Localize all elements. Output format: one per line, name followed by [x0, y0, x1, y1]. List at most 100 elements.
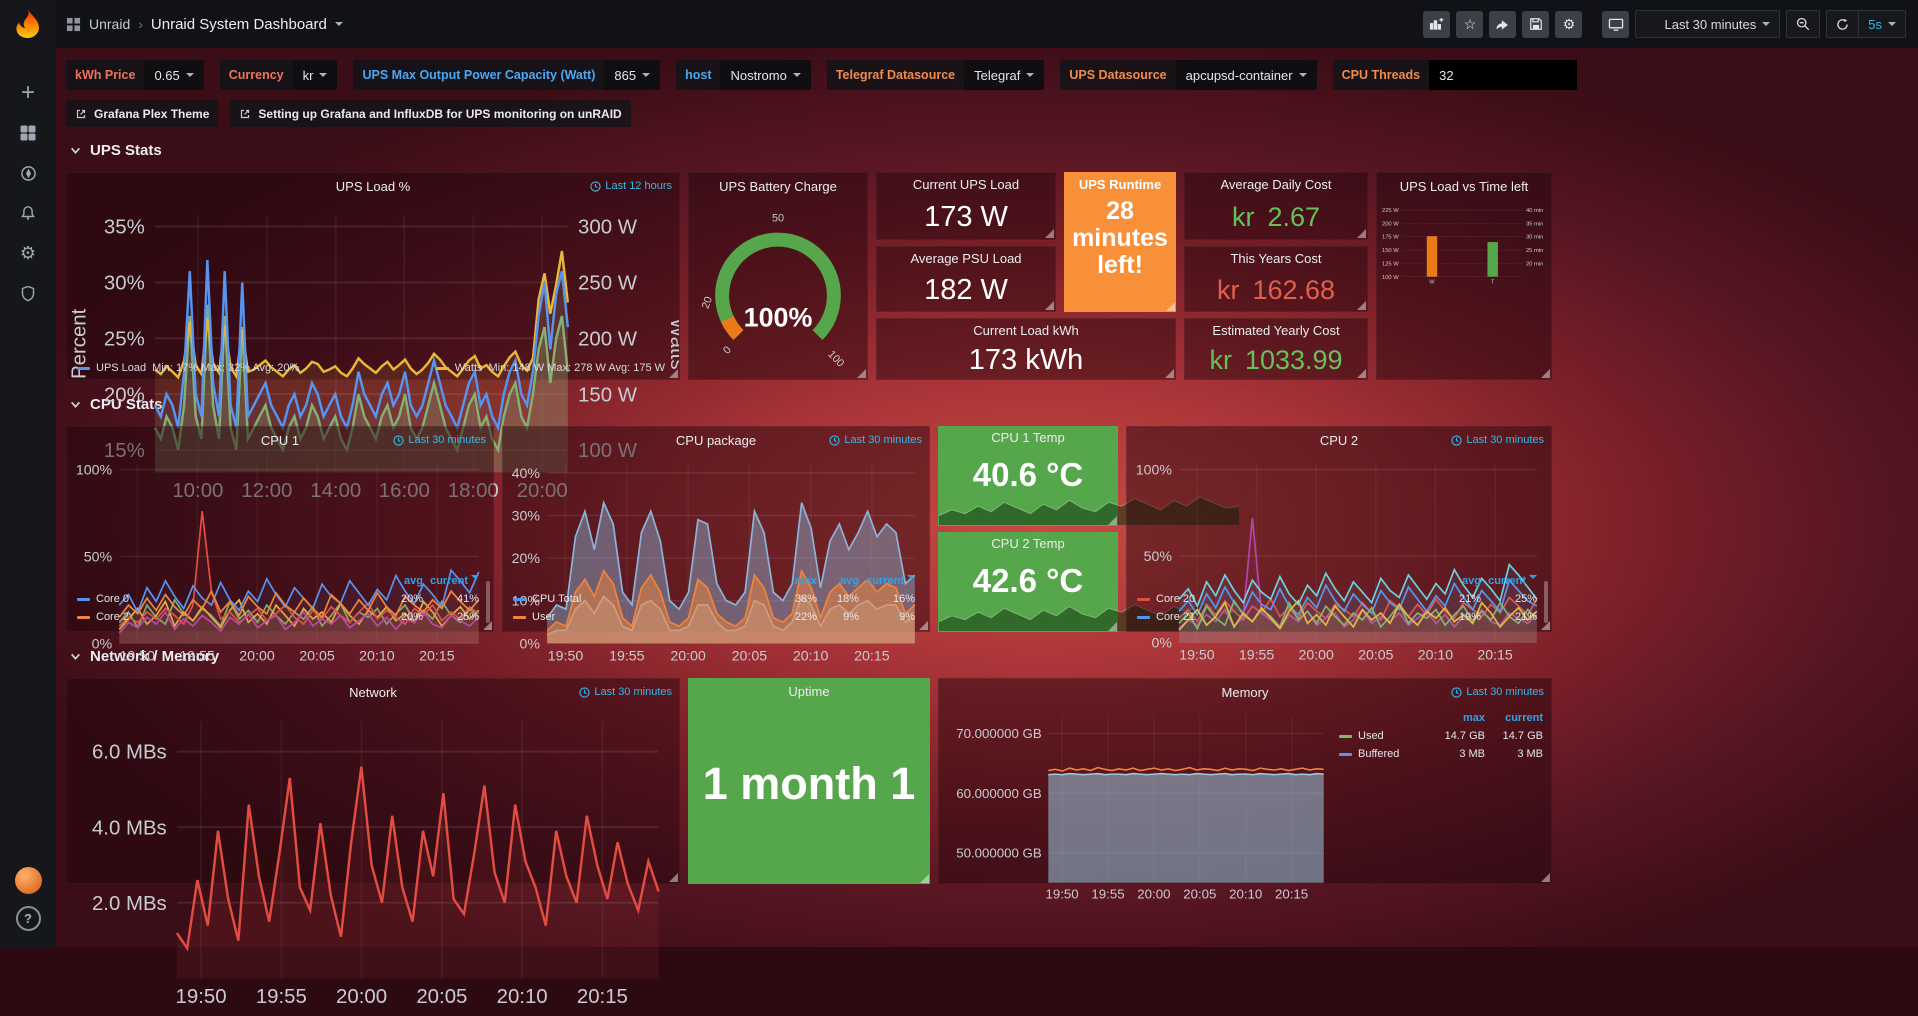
var-value-dropdown[interactable]: 0.65 [144, 60, 203, 90]
panel-time-badge[interactable]: Last 30 minutes [829, 434, 922, 446]
panel-resize-handle[interactable] [483, 621, 492, 630]
refresh-interval-dropdown[interactable]: 5s [1858, 10, 1906, 38]
panel-resize-handle[interactable] [1045, 301, 1054, 310]
legend-scrollbar[interactable] [486, 581, 490, 623]
grafana-logo[interactable] [0, 0, 56, 48]
panel-resize-handle[interactable] [1541, 873, 1550, 882]
legend-name[interactable]: CPU Total [513, 593, 771, 605]
panel-title[interactable]: CPU 1 Temp [991, 430, 1064, 445]
breadcrumb-title[interactable]: Unraid System Dashboard [151, 16, 327, 33]
legend-name[interactable]: Core 20 [1137, 593, 1433, 605]
link-ups-monitoring-guide[interactable]: Setting up Grafana and InfluxDB for UPS … [230, 100, 630, 127]
panel-resize-handle[interactable] [1108, 516, 1117, 525]
explore-icon[interactable] [11, 160, 45, 186]
panel-title[interactable]: Current Load kWh [973, 323, 1079, 338]
panel-title[interactable]: Average PSU Load [910, 251, 1021, 266]
dashboard-settings-button[interactable]: ⚙ [1555, 11, 1582, 38]
cycle-view-mode-button[interactable] [1602, 11, 1629, 38]
breadcrumb-folder[interactable]: Unraid [89, 16, 130, 32]
var-host[interactable]: host Nostromo [676, 60, 811, 90]
panel-resize-handle[interactable] [1541, 621, 1550, 630]
panel-title[interactable]: Estimated Yearly Cost [1212, 323, 1339, 338]
panel-title[interactable]: UPS Load vs Time left [1400, 179, 1529, 194]
panel-title[interactable]: CPU 1 [261, 433, 299, 448]
panel-title[interactable]: UPS Load % [336, 179, 410, 194]
alerting-bell-icon[interactable] [11, 200, 45, 226]
panel-title[interactable]: Average Daily Cost [1220, 177, 1331, 192]
chevron-down-icon[interactable] [335, 22, 343, 30]
legend-header-sorted[interactable]: current [859, 575, 915, 587]
panel-resize-handle[interactable] [1045, 229, 1054, 238]
panel-resize-handle[interactable] [669, 369, 678, 378]
panel-resize-handle[interactable] [1165, 369, 1174, 378]
panel-resize-handle[interactable] [1357, 229, 1366, 238]
panel-title[interactable]: CPU 2 Temp [991, 536, 1064, 551]
var-ups-max-output[interactable]: UPS Max Output Power Capacity (Watt) 865 [353, 60, 660, 90]
panel-title[interactable]: UPS Battery Charge [719, 179, 837, 194]
panel-title[interactable]: UPS Runtime [1079, 177, 1161, 192]
panel-title[interactable]: Current UPS Load [913, 177, 1019, 192]
create-icon[interactable]: + [11, 80, 45, 106]
cpu-threads-input[interactable]: 32 [1429, 60, 1577, 90]
legend-header[interactable]: avg [375, 575, 423, 587]
share-button[interactable] [1489, 11, 1516, 38]
legend-header-sorted[interactable]: current [1481, 575, 1537, 587]
panel-title[interactable]: Network [349, 685, 397, 700]
legend-scrollbar[interactable] [1544, 581, 1548, 623]
time-range-picker[interactable]: Last 30 minutes [1635, 10, 1780, 38]
panel-time-badge[interactable]: Last 30 minutes [1451, 434, 1544, 446]
panel-title[interactable]: CPU 2 [1320, 433, 1358, 448]
var-value-dropdown[interactable]: kr [293, 60, 338, 90]
legend-header[interactable]: max [1427, 712, 1485, 724]
var-ups-datasource[interactable]: UPS Datasource apcupsd-container [1060, 60, 1316, 90]
var-telegraf-datasource[interactable]: Telegraf Datasource Telegraf [827, 60, 1045, 90]
panel-title[interactable]: Memory [1222, 685, 1269, 700]
configuration-gear-icon[interactable]: ⚙ [11, 240, 45, 266]
add-panel-button[interactable] [1423, 11, 1450, 38]
panel-resize-handle[interactable] [1357, 369, 1366, 378]
panel-title[interactable]: This Years Cost [1230, 251, 1321, 266]
panel-resize-handle[interactable] [1357, 301, 1366, 310]
var-currency[interactable]: Currency kr [220, 60, 338, 90]
refresh-button[interactable] [1826, 10, 1858, 38]
star-button[interactable]: ☆ [1456, 11, 1483, 38]
legend-header-sorted[interactable]: current [423, 575, 479, 587]
panel-resize-handle[interactable] [669, 873, 678, 882]
legend-name[interactable]: Core 21 [1137, 611, 1433, 623]
var-value-dropdown[interactable]: Nostromo [720, 60, 810, 90]
panel-resize-handle[interactable] [919, 621, 928, 630]
legend-header[interactable]: avg [817, 575, 859, 587]
var-value-dropdown[interactable]: 865 [604, 60, 660, 90]
panel-resize-handle[interactable] [1166, 302, 1175, 311]
server-admin-shield-icon[interactable] [11, 280, 45, 306]
panel-resize-handle[interactable] [1541, 369, 1550, 378]
legend-name[interactable]: Used [1339, 730, 1427, 742]
legend-name[interactable]: User [513, 611, 771, 623]
legend-header[interactable]: current [1485, 712, 1543, 724]
var-value-dropdown[interactable]: apcupsd-container [1176, 60, 1317, 90]
legend-name[interactable]: Buffered [1339, 748, 1427, 760]
panel-resize-handle[interactable] [1108, 622, 1117, 631]
legend-name[interactable]: Core 2 [77, 611, 375, 623]
panel-time-badge[interactable]: Last 12 hours [590, 180, 672, 192]
section-ups-stats[interactable]: UPS Stats [70, 142, 162, 159]
panel-title[interactable]: Uptime [788, 684, 829, 699]
panel-time-badge[interactable]: Last 30 minutes [393, 434, 486, 446]
var-kwh-price[interactable]: kWh Price 0.65 [66, 60, 204, 90]
panel-time-badge[interactable]: Last 30 minutes [579, 686, 672, 698]
legend-name[interactable]: Core 0 [77, 593, 375, 605]
panel-resize-handle[interactable] [920, 874, 929, 883]
dashboards-icon[interactable] [11, 120, 45, 146]
help-icon[interactable]: ? [16, 906, 41, 931]
user-avatar[interactable] [15, 867, 42, 894]
var-value-dropdown[interactable]: Telegraf [964, 60, 1044, 90]
save-button[interactable] [1522, 11, 1549, 38]
zoom-out-button[interactable] [1786, 10, 1820, 38]
